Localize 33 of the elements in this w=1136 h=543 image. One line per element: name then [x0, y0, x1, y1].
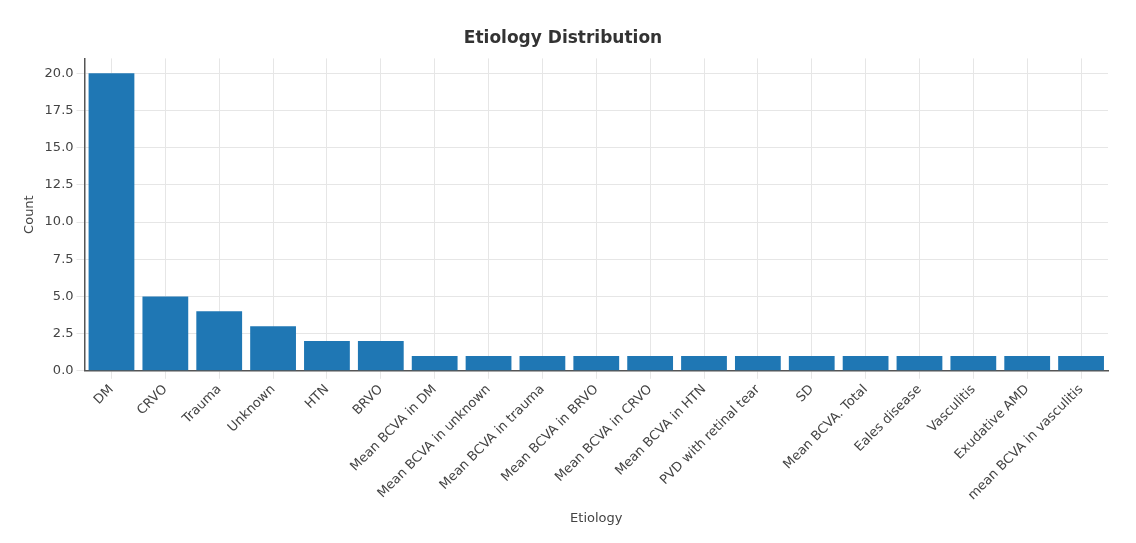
y-tick-label: 20.0 [44, 64, 74, 80]
x-tick-label: DM [90, 381, 116, 407]
chart-title: Etiology Distribution [463, 26, 663, 47]
bar [1004, 355, 1051, 371]
bar [88, 73, 135, 371]
bar [357, 341, 404, 371]
y-tick-label: 0.0 [52, 362, 74, 378]
y-tick-label: 15.0 [44, 139, 74, 155]
y-tick-label: 10.0 [44, 213, 74, 229]
bar [465, 355, 512, 371]
bar [950, 355, 997, 371]
bar [250, 326, 296, 371]
bar [519, 355, 566, 371]
bar [896, 355, 943, 371]
y-tick-label: 17.5 [44, 101, 74, 117]
bar [196, 311, 243, 371]
bar [573, 355, 620, 371]
y-tick-label: 12.5 [44, 176, 74, 192]
bar [304, 341, 350, 371]
bar [142, 296, 189, 371]
bar [411, 355, 458, 371]
bar [788, 355, 835, 371]
y-tick-label: 7.5 [52, 250, 74, 266]
y-tick-label: 5.0 [52, 287, 74, 303]
x-axis-title: Etiology [570, 509, 623, 525]
y-tick-label: 2.5 [52, 324, 74, 340]
bar [734, 355, 781, 371]
x-tick-label: SD [792, 381, 817, 405]
y-axis-title: Count [21, 195, 37, 234]
bar [681, 355, 727, 371]
bar [1058, 355, 1104, 371]
bar [627, 355, 674, 371]
bar [842, 355, 889, 371]
